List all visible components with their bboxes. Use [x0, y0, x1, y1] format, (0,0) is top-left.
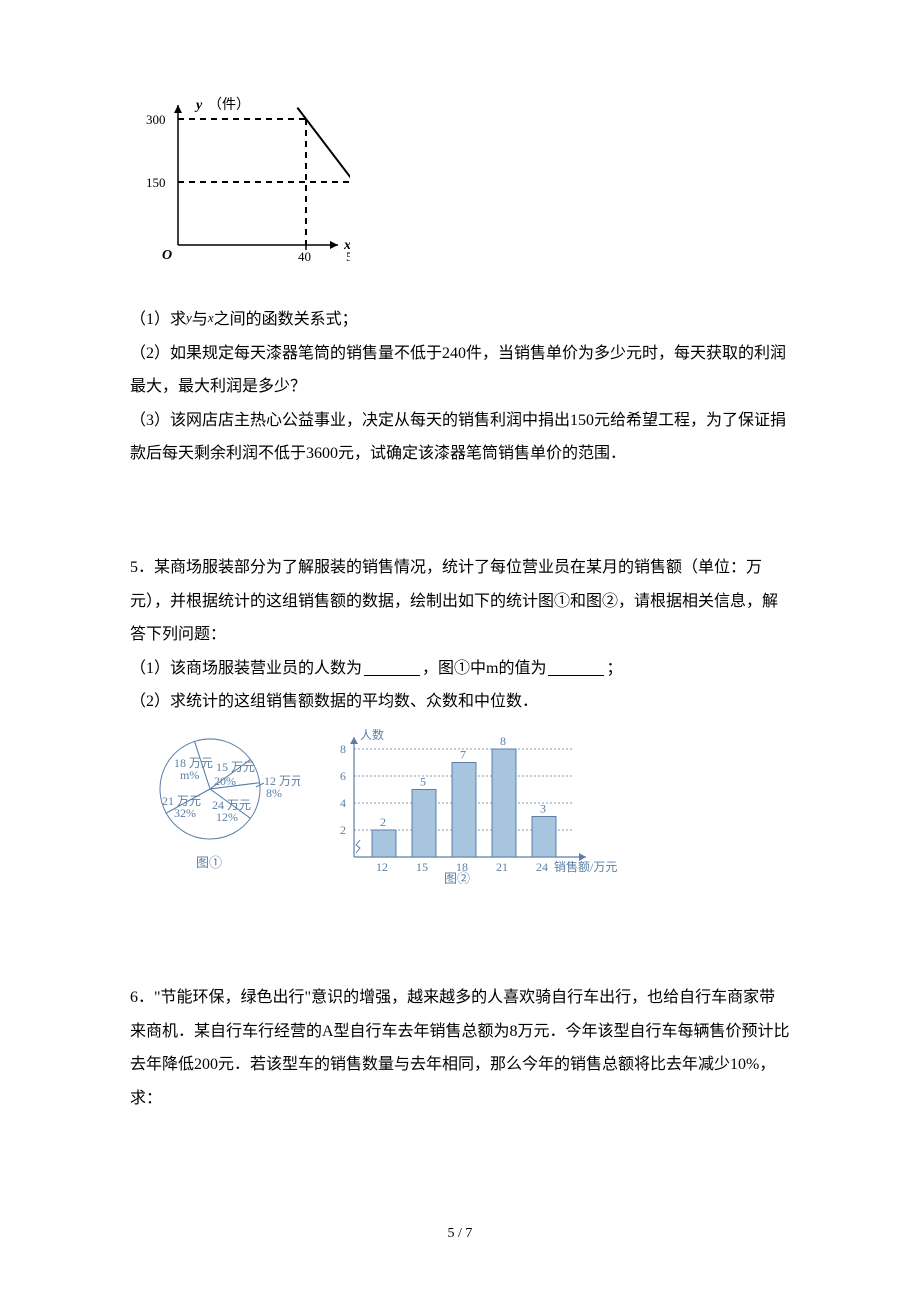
- q4-p1a: （1）求: [130, 311, 186, 328]
- q4-part1: （1）求y与x之间的函数关系式；: [130, 303, 790, 337]
- svg-text:y: y: [194, 98, 203, 113]
- q5-part2: （2）求统计的这组销售额数据的平均数、众数和中位数．: [130, 685, 790, 719]
- blank-2: [548, 662, 604, 676]
- q4-part2: （2）如果规定每天漆器笔筒的销售量不低于240件，当销售单价为多少元时，每天获取…: [130, 337, 790, 404]
- svg-text:12: 12: [376, 860, 388, 874]
- blank-1: [364, 662, 420, 676]
- svg-text:5: 5: [420, 774, 426, 788]
- svg-text:m%: m%: [180, 768, 199, 782]
- svg-text:3: 3: [540, 801, 546, 815]
- svg-text:20%: 20%: [214, 774, 236, 788]
- svg-text:2: 2: [380, 815, 386, 829]
- svg-text:12%: 12%: [216, 810, 238, 824]
- svg-text:销售额/万元: 销售额/万元: [554, 859, 617, 874]
- svg-text:（件）: （件）: [208, 97, 250, 113]
- svg-text:O: O: [162, 248, 172, 263]
- q5-part1: （1）该商场服装营业员的人数为 ，图①中m的值为 ；: [130, 652, 790, 686]
- q4-part3: （3）该网店店主热心公益事业，决定从每天的销售利润中捐出150元给希望工程，为了…: [130, 404, 790, 471]
- svg-text:8%: 8%: [266, 786, 282, 800]
- q5-intro: 5．某商场服装部分为了解服装的销售情况，统计了每位营业员在某月的销售额（单位：万…: [130, 551, 790, 652]
- q4-p1c: 之间的函数关系式；: [214, 311, 358, 328]
- svg-text:150: 150: [146, 175, 166, 190]
- svg-text:人数: 人数: [360, 729, 384, 742]
- svg-text:24: 24: [536, 860, 548, 874]
- svg-text:8: 8: [500, 734, 506, 748]
- svg-text:2: 2: [340, 823, 346, 837]
- svg-text:15: 15: [416, 860, 428, 874]
- svg-text:4: 4: [340, 796, 346, 810]
- q6-intro: 6．"节能环保，绿色出行"意识的增强，越来越多的人喜欢骑自行车出行，也给自行车商…: [130, 981, 790, 1115]
- svg-text:图②: 图②: [444, 871, 470, 884]
- svg-text:15 万元: 15 万元: [216, 760, 255, 774]
- q5-p1a: （1）该商场服装营业员的人数为: [130, 660, 362, 677]
- q5-pie-chart: 18 万元m%15 万元20%12 万元8%24 万元12%21 万元32%图①: [140, 729, 300, 884]
- q5-p1b: ，图①中m的值为: [422, 660, 546, 677]
- q4-line-chart: y（件）x（元）O1503004055: [140, 90, 790, 275]
- svg-text:图①: 图①: [196, 855, 222, 870]
- svg-text:6: 6: [340, 769, 346, 783]
- q5-bar-chart: 2468人数销售额/万元212515718821324图②: [320, 729, 620, 889]
- q5-p1c: ；: [606, 660, 622, 677]
- svg-text:40: 40: [298, 249, 311, 264]
- svg-text:300: 300: [146, 112, 166, 127]
- q4-p1b: 与: [192, 311, 208, 328]
- svg-text:32%: 32%: [174, 806, 196, 820]
- svg-text:55: 55: [346, 249, 350, 264]
- svg-text:7: 7: [460, 747, 466, 761]
- svg-text:8: 8: [340, 742, 346, 756]
- svg-text:21: 21: [496, 860, 508, 874]
- page-footer: 5 / 7: [0, 1226, 920, 1242]
